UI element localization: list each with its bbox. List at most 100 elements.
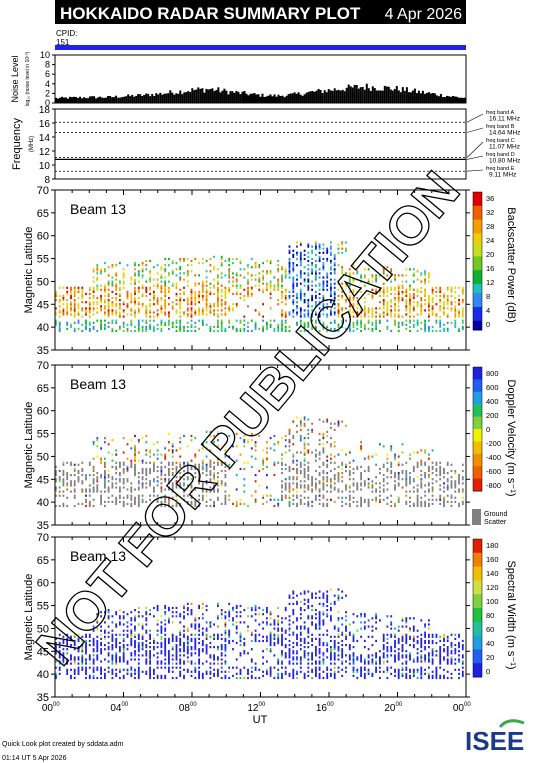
scatter-cell <box>360 325 362 328</box>
scatter-cell <box>299 290 302 293</box>
scatter-cell <box>394 504 396 508</box>
scatter-cell <box>115 482 118 485</box>
scatter-cell <box>55 474 57 477</box>
scatter-cell <box>254 309 257 312</box>
scatter-cell <box>205 294 208 298</box>
scatter-cell <box>341 668 344 671</box>
scatter-cell <box>303 641 306 645</box>
scatter-cell <box>288 644 291 647</box>
scatter-cell <box>156 480 159 483</box>
scatter-cell <box>277 639 280 643</box>
scatter-cell <box>228 280 231 283</box>
scatter-cell <box>405 476 408 479</box>
noise-bar <box>227 94 230 103</box>
scatter-cell <box>446 329 449 333</box>
scatter-cell <box>107 476 110 479</box>
scatter-cell <box>371 484 374 487</box>
scatter-cell <box>401 297 404 300</box>
scatter-cell <box>198 449 200 452</box>
scatter-cell <box>239 297 242 300</box>
scatter-cell <box>153 648 155 651</box>
scatter-cell <box>431 502 434 505</box>
scatter-cell <box>201 650 204 653</box>
scatter-cell <box>269 297 272 300</box>
scatter-cell <box>205 307 208 310</box>
scatter-cell <box>330 247 332 250</box>
scatter-cell <box>397 455 400 458</box>
scatter-cell <box>160 641 163 645</box>
scatter-cell <box>134 272 136 275</box>
scatter-cell <box>454 472 457 475</box>
scatter-cell <box>348 498 351 501</box>
scatter-cell <box>439 301 442 304</box>
scatter-cell <box>164 313 167 316</box>
scatter-cell <box>175 292 178 296</box>
scatter-cell <box>390 292 393 296</box>
scatter-cell <box>70 662 72 665</box>
scatter-cell <box>371 297 374 300</box>
scatter-cell <box>311 637 313 640</box>
scatter-cell <box>405 280 408 283</box>
scatter-cell <box>296 251 298 254</box>
scatter-cell <box>450 303 453 306</box>
scatter-cell <box>337 315 340 318</box>
scatter-cell <box>134 467 136 471</box>
scatter-cell <box>250 465 253 468</box>
scatter-cell <box>360 441 362 444</box>
scatter-cell <box>454 311 457 314</box>
noise-bar <box>335 90 338 103</box>
scatter-cell <box>318 474 321 477</box>
scatter-cell <box>137 272 140 275</box>
scatter-cell <box>81 329 84 333</box>
scatter-cell <box>55 490 57 493</box>
scatter-cell <box>266 635 268 638</box>
scatter-cell <box>126 672 129 675</box>
scatter-cell <box>303 445 306 448</box>
scatter-cell <box>266 486 268 489</box>
scatter-cell <box>296 502 298 505</box>
scatter-cell <box>281 472 283 475</box>
scatter-cell <box>443 486 445 489</box>
scatter-cell <box>360 449 362 452</box>
scatter-cell <box>379 500 381 503</box>
scatter-cell <box>333 652 336 655</box>
scatter-cell <box>250 274 253 277</box>
noise-bar <box>361 87 364 103</box>
noise-bar <box>127 94 130 103</box>
scatter-cell <box>175 504 178 508</box>
colorbar-tick-label: 600 <box>486 383 499 392</box>
scatter-cell <box>269 639 272 643</box>
scatter-cell <box>70 313 72 316</box>
scatter-cell <box>122 286 125 289</box>
scatter-cell <box>420 299 423 302</box>
scatter-cell <box>382 307 385 310</box>
scatter-cell <box>88 484 91 487</box>
scatter-cell <box>322 670 325 673</box>
scatter-cell <box>284 484 287 487</box>
scatter-cell <box>92 478 95 481</box>
scatter-cell <box>171 662 174 665</box>
scatter-cell <box>122 311 125 314</box>
scatter-cell <box>183 668 185 671</box>
scatter-cell <box>443 472 445 475</box>
scatter-cell <box>330 268 332 271</box>
scatter-cell <box>213 465 215 468</box>
scatter-cell <box>201 459 204 462</box>
scatter-cell <box>269 290 272 293</box>
scatter-cell <box>363 660 366 663</box>
scatter-cell <box>458 294 460 298</box>
scatter-cell <box>153 303 155 306</box>
scatter-cell <box>220 469 223 473</box>
scatter-cell <box>443 467 445 471</box>
scatter-cell <box>119 646 121 649</box>
scatter-cell <box>228 619 231 622</box>
scatter-cell <box>239 668 242 671</box>
scatter-cell <box>446 486 449 489</box>
scatter-cell <box>205 284 208 287</box>
scatter-cell <box>386 311 389 314</box>
scatter-cell <box>111 676 114 680</box>
scatter-cell <box>424 461 426 464</box>
scatter-cell <box>375 488 377 491</box>
scatter-cell <box>390 286 393 289</box>
scatter-cell <box>303 463 306 466</box>
